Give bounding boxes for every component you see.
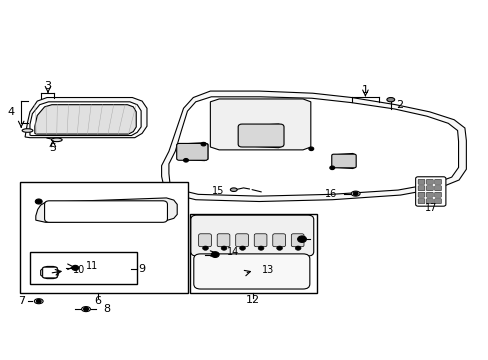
Text: 3: 3: [44, 81, 51, 91]
FancyBboxPatch shape: [415, 177, 445, 206]
Circle shape: [221, 246, 226, 250]
Ellipse shape: [350, 191, 359, 196]
Polygon shape: [36, 198, 177, 222]
Polygon shape: [331, 153, 355, 168]
Polygon shape: [168, 97, 458, 196]
FancyBboxPatch shape: [426, 179, 432, 184]
FancyBboxPatch shape: [331, 154, 355, 168]
Text: 9: 9: [138, 264, 145, 274]
Circle shape: [83, 307, 88, 311]
Text: 1: 1: [361, 85, 368, 95]
Circle shape: [295, 246, 301, 250]
Circle shape: [276, 246, 282, 250]
Circle shape: [329, 166, 334, 170]
Circle shape: [72, 265, 79, 270]
Text: 2: 2: [395, 100, 402, 110]
Text: 12: 12: [246, 295, 260, 305]
Circle shape: [183, 158, 188, 162]
Polygon shape: [210, 99, 310, 150]
FancyBboxPatch shape: [426, 192, 432, 197]
Ellipse shape: [230, 188, 237, 192]
Circle shape: [258, 246, 264, 250]
Circle shape: [308, 147, 313, 150]
Polygon shape: [41, 266, 58, 279]
Circle shape: [201, 142, 205, 146]
Circle shape: [352, 192, 357, 195]
FancyBboxPatch shape: [44, 201, 167, 222]
FancyBboxPatch shape: [417, 199, 424, 204]
Polygon shape: [35, 105, 136, 134]
Text: 6: 6: [95, 296, 102, 306]
Ellipse shape: [81, 307, 90, 312]
FancyBboxPatch shape: [417, 186, 424, 191]
FancyBboxPatch shape: [434, 186, 441, 191]
Bar: [189, 214, 316, 293]
FancyBboxPatch shape: [254, 234, 266, 247]
Text: 4: 4: [8, 107, 15, 117]
FancyBboxPatch shape: [198, 234, 211, 247]
Text: 8: 8: [103, 304, 110, 314]
FancyBboxPatch shape: [272, 234, 285, 247]
FancyBboxPatch shape: [235, 234, 248, 247]
FancyBboxPatch shape: [426, 199, 432, 204]
Polygon shape: [238, 124, 283, 148]
FancyBboxPatch shape: [291, 234, 304, 247]
Ellipse shape: [51, 138, 62, 141]
Text: 7: 7: [18, 296, 25, 306]
Circle shape: [202, 246, 208, 250]
Polygon shape: [161, 91, 466, 202]
Circle shape: [35, 199, 42, 204]
Text: 13: 13: [261, 265, 273, 275]
FancyBboxPatch shape: [217, 234, 229, 247]
Polygon shape: [25, 98, 147, 138]
Circle shape: [36, 300, 41, 303]
Ellipse shape: [386, 98, 394, 102]
FancyBboxPatch shape: [176, 143, 207, 160]
FancyBboxPatch shape: [190, 215, 313, 256]
FancyBboxPatch shape: [426, 186, 432, 191]
Text: 17: 17: [424, 203, 436, 213]
Bar: [20, 182, 188, 293]
FancyBboxPatch shape: [238, 124, 284, 147]
Polygon shape: [177, 143, 207, 161]
Circle shape: [211, 252, 219, 257]
Text: 11: 11: [86, 261, 98, 271]
Circle shape: [239, 246, 245, 250]
FancyBboxPatch shape: [434, 192, 441, 197]
Text: 5: 5: [49, 143, 56, 153]
FancyBboxPatch shape: [417, 179, 424, 184]
FancyBboxPatch shape: [193, 254, 309, 289]
Polygon shape: [30, 102, 141, 135]
Circle shape: [297, 236, 306, 242]
Text: 15: 15: [211, 186, 224, 197]
FancyBboxPatch shape: [434, 199, 441, 204]
FancyBboxPatch shape: [434, 179, 441, 184]
Text: 10: 10: [73, 265, 85, 275]
Ellipse shape: [34, 299, 43, 304]
Text: 14: 14: [227, 247, 239, 257]
FancyBboxPatch shape: [417, 192, 424, 197]
Ellipse shape: [22, 129, 33, 132]
Bar: [30, 252, 137, 284]
FancyBboxPatch shape: [42, 267, 57, 278]
Text: 16: 16: [324, 189, 336, 199]
